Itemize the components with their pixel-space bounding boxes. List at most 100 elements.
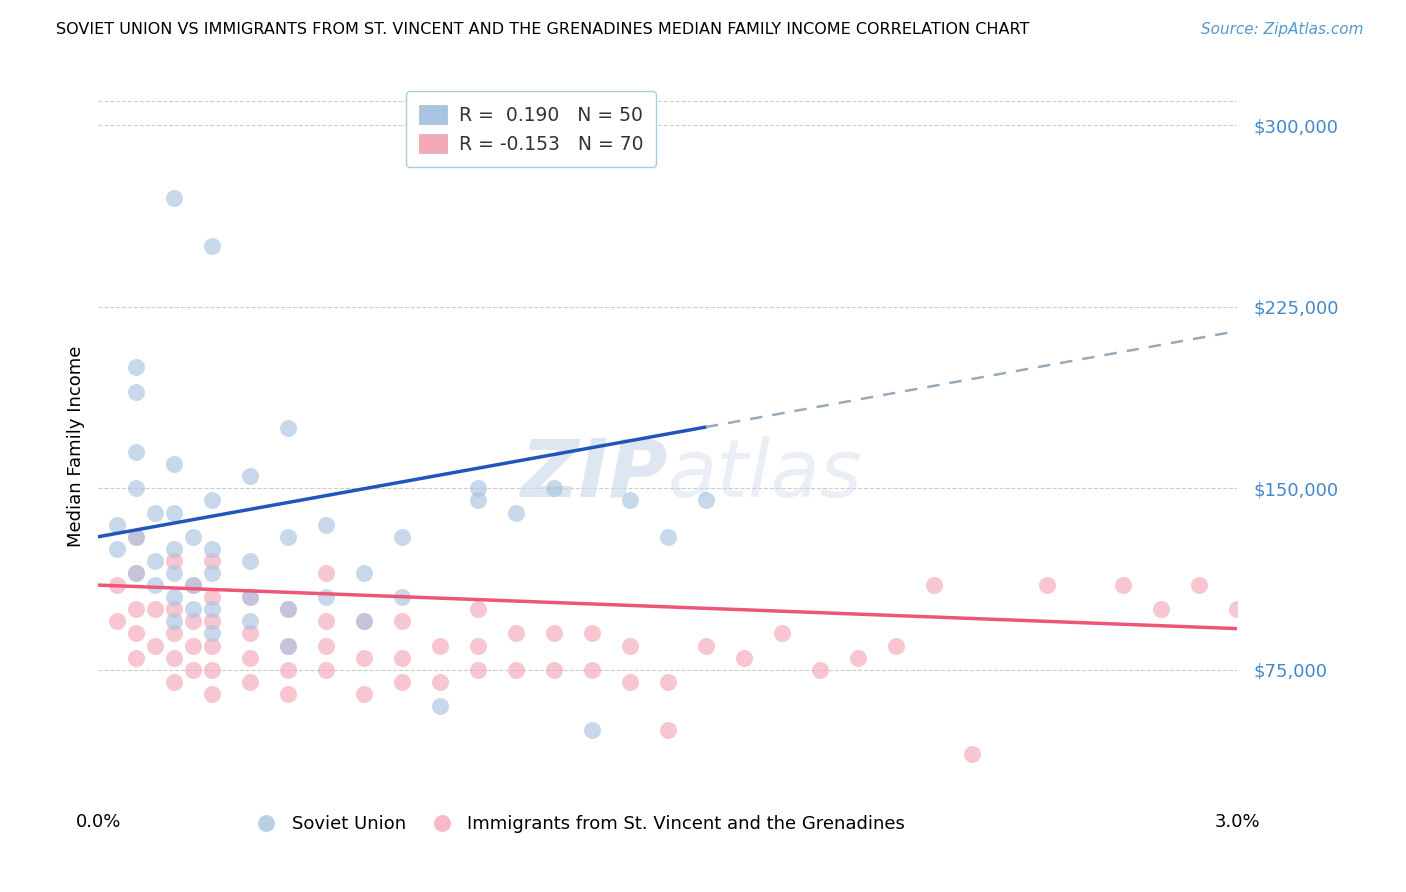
- Text: Source: ZipAtlas.com: Source: ZipAtlas.com: [1201, 22, 1364, 37]
- Point: [277, 639, 299, 653]
- Point: [695, 493, 717, 508]
- Point: [543, 481, 565, 495]
- Point: [1150, 602, 1173, 616]
- Point: [125, 566, 148, 580]
- Point: [581, 663, 603, 677]
- Point: [163, 191, 186, 205]
- Point: [239, 590, 262, 604]
- Point: [1226, 602, 1249, 616]
- Point: [315, 517, 337, 532]
- Point: [125, 626, 148, 640]
- Y-axis label: Median Family Income: Median Family Income: [66, 345, 84, 547]
- Point: [239, 626, 262, 640]
- Point: [239, 650, 262, 665]
- Point: [183, 578, 205, 592]
- Point: [125, 445, 148, 459]
- Point: [201, 541, 224, 556]
- Point: [922, 578, 945, 592]
- Point: [960, 747, 983, 762]
- Legend: Soviet Union, Immigrants from St. Vincent and the Grenadines: Soviet Union, Immigrants from St. Vincen…: [242, 808, 912, 840]
- Point: [201, 554, 224, 568]
- Point: [163, 602, 186, 616]
- Point: [353, 687, 375, 701]
- Point: [429, 639, 451, 653]
- Point: [239, 674, 262, 689]
- Point: [183, 663, 205, 677]
- Point: [201, 687, 224, 701]
- Point: [391, 530, 413, 544]
- Point: [163, 506, 186, 520]
- Point: [543, 626, 565, 640]
- Point: [201, 639, 224, 653]
- Point: [201, 566, 224, 580]
- Point: [543, 663, 565, 677]
- Point: [163, 590, 186, 604]
- Point: [733, 650, 755, 665]
- Point: [619, 674, 641, 689]
- Point: [107, 578, 129, 592]
- Point: [163, 554, 186, 568]
- Point: [695, 639, 717, 653]
- Point: [239, 590, 262, 604]
- Point: [239, 469, 262, 483]
- Point: [183, 602, 205, 616]
- Point: [163, 650, 186, 665]
- Point: [183, 578, 205, 592]
- Point: [201, 493, 224, 508]
- Point: [657, 530, 679, 544]
- Point: [277, 421, 299, 435]
- Point: [107, 541, 129, 556]
- Point: [505, 506, 527, 520]
- Point: [808, 663, 831, 677]
- Point: [163, 541, 186, 556]
- Text: atlas: atlas: [668, 435, 863, 514]
- Point: [201, 239, 224, 253]
- Point: [657, 674, 679, 689]
- Point: [125, 602, 148, 616]
- Point: [163, 566, 186, 580]
- Point: [619, 493, 641, 508]
- Point: [846, 650, 869, 665]
- Point: [201, 626, 224, 640]
- Point: [391, 615, 413, 629]
- Point: [125, 566, 148, 580]
- Point: [505, 663, 527, 677]
- Point: [277, 530, 299, 544]
- Point: [145, 578, 167, 592]
- Point: [239, 554, 262, 568]
- Point: [201, 590, 224, 604]
- Point: [201, 615, 224, 629]
- Point: [277, 663, 299, 677]
- Point: [1036, 578, 1059, 592]
- Point: [391, 590, 413, 604]
- Point: [391, 674, 413, 689]
- Point: [353, 650, 375, 665]
- Point: [884, 639, 907, 653]
- Point: [239, 615, 262, 629]
- Point: [163, 457, 186, 471]
- Point: [467, 663, 489, 677]
- Point: [145, 506, 167, 520]
- Text: SOVIET UNION VS IMMIGRANTS FROM ST. VINCENT AND THE GRENADINES MEDIAN FAMILY INC: SOVIET UNION VS IMMIGRANTS FROM ST. VINC…: [56, 22, 1029, 37]
- Point: [467, 493, 489, 508]
- Point: [315, 663, 337, 677]
- Point: [467, 602, 489, 616]
- Point: [277, 639, 299, 653]
- Point: [125, 481, 148, 495]
- Point: [163, 615, 186, 629]
- Point: [505, 626, 527, 640]
- Point: [770, 626, 793, 640]
- Point: [183, 639, 205, 653]
- Point: [581, 723, 603, 738]
- Point: [353, 566, 375, 580]
- Point: [145, 639, 167, 653]
- Point: [353, 615, 375, 629]
- Point: [125, 530, 148, 544]
- Point: [277, 602, 299, 616]
- Point: [315, 615, 337, 629]
- Point: [315, 566, 337, 580]
- Point: [163, 626, 186, 640]
- Point: [277, 687, 299, 701]
- Point: [145, 554, 167, 568]
- Point: [201, 602, 224, 616]
